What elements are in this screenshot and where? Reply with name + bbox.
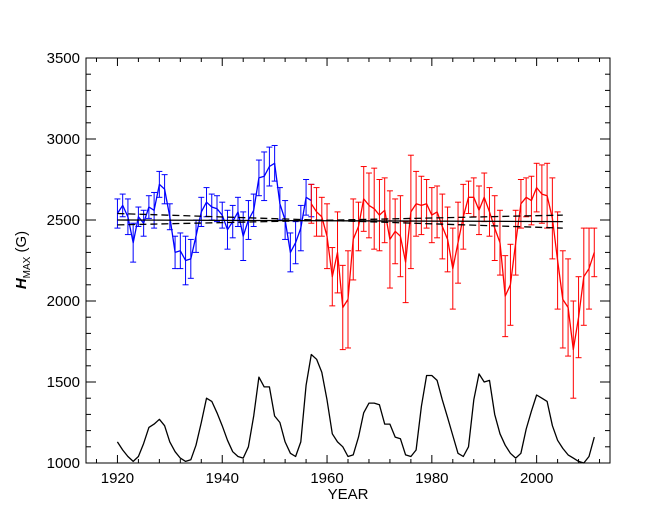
axis-ticks: 1920 1940 1960 1980 2000 1000 1500 2000 2500 3000…: [47, 50, 610, 487]
y-tick-label: 1500: [47, 374, 80, 391]
series-hmax-late: [308, 154, 598, 399]
y-axis-label: HMAX (G): [13, 231, 33, 289]
y-tick-label: 2000: [47, 293, 80, 310]
series-sunspot-cycle: [116, 353, 595, 464]
x-tick-label: 1940: [206, 470, 239, 487]
series-line-fit-bound-lower: [117, 212, 563, 229]
series-hmax-early: [114, 144, 315, 286]
series-line-fit-bound-upper: [117, 214, 563, 226]
y-axis-label-subscript: MAX: [22, 256, 33, 278]
series-fit-bound-upper: [117, 214, 563, 226]
y-tick-label: 1000: [47, 455, 80, 472]
y-tick-label: 3000: [47, 131, 80, 148]
y-axis-label-symbol: H: [13, 277, 30, 289]
y-tick-label: 3500: [47, 50, 80, 67]
x-tick-label: 1980: [415, 470, 448, 487]
series-line-hmax-late: [310, 186, 595, 351]
x-tick-label: 1960: [310, 470, 343, 487]
x-axis-label: YEAR: [328, 486, 369, 503]
x-tick-label: 1920: [101, 470, 134, 487]
series-fit-bound-lower: [117, 212, 563, 229]
series-line-sunspot-cycle: [116, 353, 595, 464]
series-line-hmax-early: [116, 162, 312, 262]
series-layer: [114, 144, 598, 464]
y-axis-label-unit: (G): [13, 231, 30, 257]
x-tick-label: 2000: [520, 470, 553, 487]
y-tick-label: 2500: [47, 212, 80, 229]
